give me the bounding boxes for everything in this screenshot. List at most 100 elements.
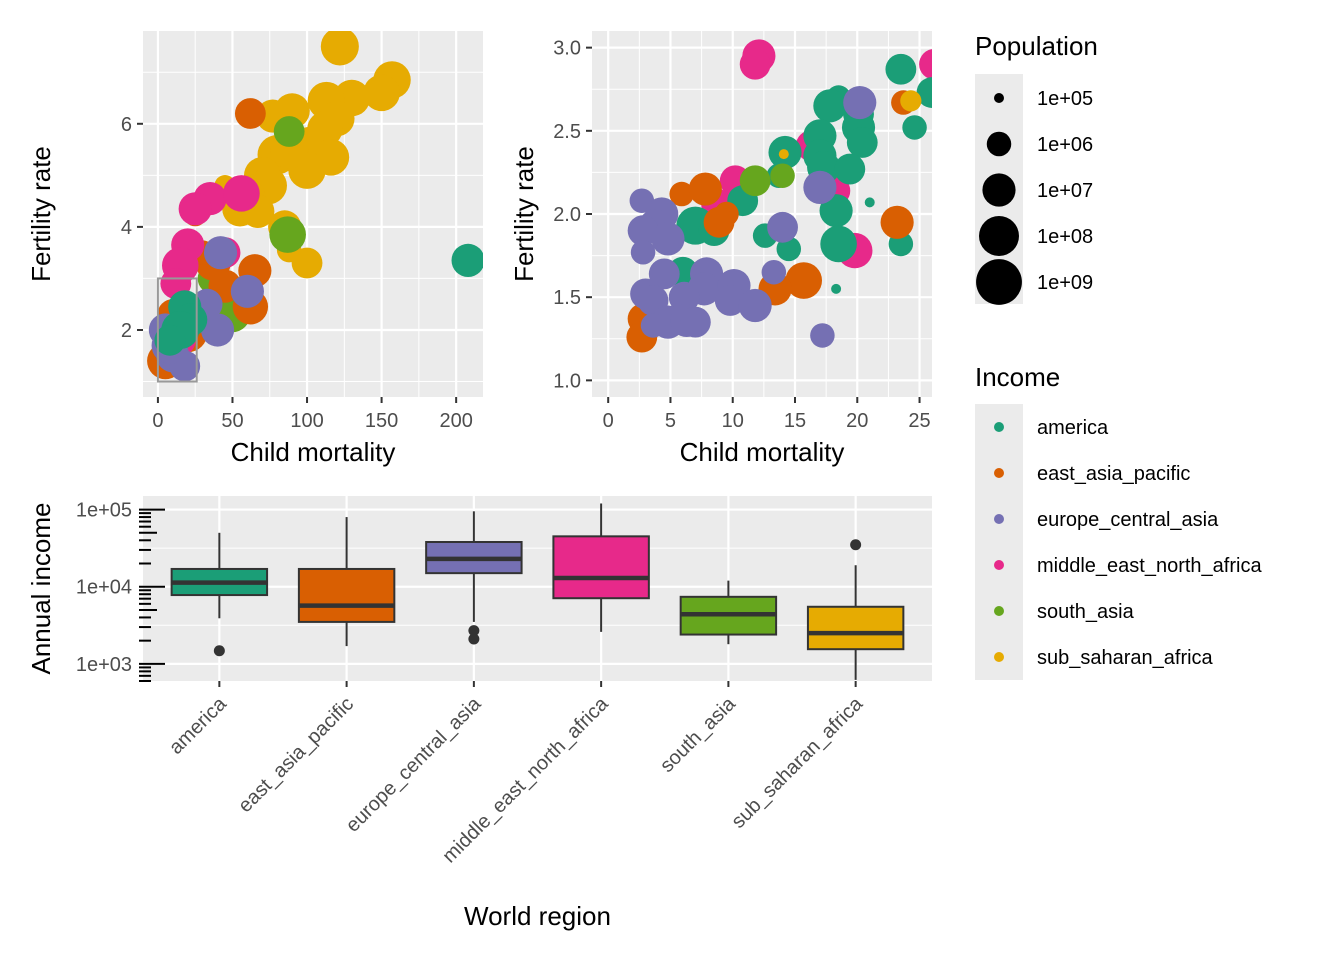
x-tick-label: europe_central_asia (342, 692, 486, 836)
income-legend-key (994, 560, 1004, 570)
y-tick-label: 1.0 (553, 370, 581, 392)
income-legend-key (994, 422, 1004, 432)
population-legend-label: 1e+06 (1037, 134, 1093, 156)
box-america (170, 532, 269, 657)
data-point (834, 153, 866, 185)
population-legend-label: 1e+07 (1037, 180, 1093, 202)
gridlines (592, 31, 932, 397)
x-tick-label: 20 (846, 410, 868, 432)
x-tick-label: 15 (784, 410, 806, 432)
data-point (778, 149, 789, 160)
data-point (451, 243, 483, 277)
data-point (864, 197, 875, 208)
x-tick-label: sub_saharan_africa (727, 692, 867, 832)
y-tick-label: 1e+04 (76, 577, 132, 599)
data-point (269, 216, 306, 253)
data-point (916, 77, 932, 108)
box-europe_central_asia (425, 511, 523, 645)
population-legend-key (982, 173, 1016, 207)
data-point (688, 172, 722, 206)
data-point (739, 165, 771, 197)
population-legend-key (986, 131, 1012, 157)
data-point (738, 288, 772, 323)
data-point (630, 240, 656, 265)
box-iqr (297, 567, 396, 623)
box-sub_saharan_africa (806, 539, 905, 680)
data-point (200, 313, 235, 347)
income-legend-label: sub_saharan_africa (1037, 647, 1214, 669)
data-point (230, 274, 264, 308)
points (626, 39, 932, 353)
x-axis-title: World region (464, 901, 611, 931)
x-tick-label: 50 (221, 410, 243, 432)
x-tick-label: south_asia (656, 692, 741, 777)
data-point (770, 163, 795, 188)
data-point (776, 236, 802, 262)
population-legend-key (979, 216, 1019, 256)
outlier-point (468, 633, 480, 645)
data-point (703, 206, 735, 238)
y-tick-label: 2 (121, 320, 132, 342)
income-legend: Income america east_asia_pacific europe_ce… (975, 362, 1262, 680)
data-point (885, 53, 917, 85)
data-point (640, 313, 666, 338)
data-point (203, 236, 238, 270)
y-axis-title: Fertility rate (509, 146, 539, 282)
data-point (785, 262, 823, 299)
population-legend-key (976, 259, 1022, 305)
box-east_asia_pacific (297, 517, 396, 647)
y-axis-title: Fertility rate (26, 146, 56, 282)
population-legend-key (994, 93, 1004, 103)
data-point (880, 205, 914, 239)
data-point (820, 225, 857, 263)
y-tick-label: 4 (121, 217, 132, 239)
x-tick-label: america (165, 692, 231, 758)
population-legend-label: 1e+08 (1037, 226, 1093, 248)
data-point (223, 175, 260, 212)
outlier-point (850, 539, 862, 551)
income-legend-label: america (1037, 417, 1109, 439)
zoom-region-box (156, 277, 198, 383)
x-axis-title: Child mortality (680, 437, 845, 467)
income-legend-title: Income (975, 362, 1060, 392)
y-tick-label: 2.5 (553, 121, 581, 143)
data-point (900, 90, 922, 112)
income-legend-key (994, 514, 1004, 524)
data-point (813, 89, 847, 123)
y-tick-label: 6 (121, 114, 132, 136)
x-tick-label: 200 (439, 410, 472, 432)
data-point (810, 323, 835, 348)
income-legend-label: europe_central_asia (1037, 509, 1219, 531)
data-point (767, 211, 798, 243)
box-iqr (806, 605, 905, 651)
x-tick-label: east_asia_pacific (234, 693, 358, 817)
box-south_asia (679, 580, 778, 645)
population-legend-label: 1e+05 (1037, 88, 1093, 110)
panel-background (143, 496, 932, 681)
data-point (627, 215, 659, 247)
data-point (714, 285, 746, 316)
population-legend-items: 1e+05 1e+06 1e+07 1e+08 1e+09 (976, 88, 1093, 305)
data-point (178, 192, 212, 226)
scatter-panel-zoomed: 0 5 10 15 20 25 1.0 1.5 2.0 2.5 3.0 Child mortality… (509, 31, 932, 467)
data-point (291, 247, 323, 279)
data-point (363, 74, 400, 112)
outlier-point (468, 625, 480, 637)
y-axis-title: Annual income (26, 503, 56, 675)
boxplot-panel: 1e+03 1e+04 1e+05 america east_asia_pacifice… (26, 496, 932, 931)
income-legend-key (994, 652, 1004, 662)
population-legend-title: Population (975, 31, 1098, 61)
x-tick-label: 25 (908, 410, 930, 432)
x-tick-label: 10 (722, 410, 744, 432)
y-tick-label: 2.0 (553, 204, 581, 226)
income-legend-label: east_asia_pacific (1037, 463, 1190, 485)
population-legend: Population 1e+05 1e+06 1e+07 1e+08 1e+09 (975, 31, 1098, 305)
y-tick-label: 1.5 (553, 287, 581, 309)
y-tick-label: 1e+05 (76, 500, 132, 522)
y-tick-label: 1e+03 (76, 654, 132, 676)
population-legend-label: 1e+09 (1037, 272, 1093, 294)
data-point (846, 127, 878, 158)
data-point (803, 170, 837, 204)
data-point (919, 49, 932, 80)
